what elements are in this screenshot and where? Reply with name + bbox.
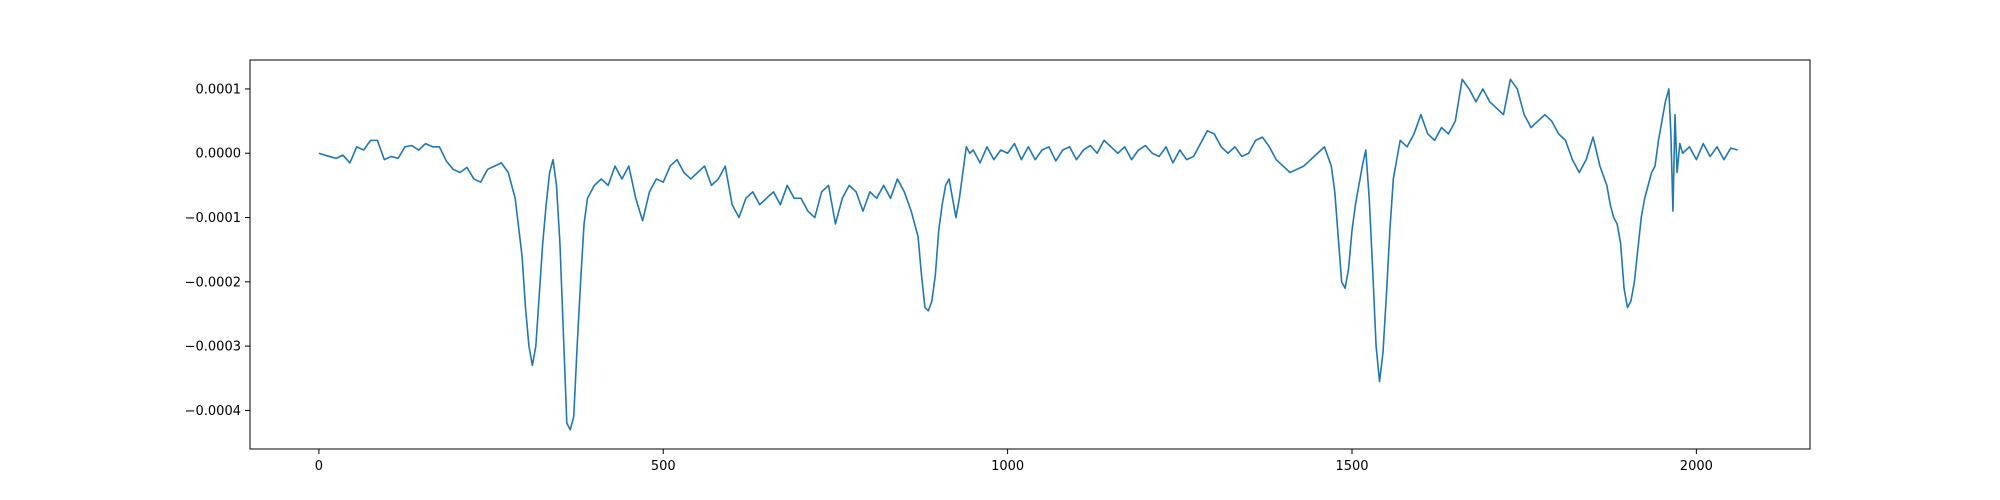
y-tick-label: −0.0004: [185, 404, 241, 419]
plot-frame: [249, 59, 1811, 450]
x-tick-label: 1500: [1335, 459, 1368, 474]
x-tick-label: 0: [315, 459, 323, 474]
series-layer: [318, 78, 1738, 431]
x-tick-label: 500: [651, 459, 676, 474]
y-tick-label: −0.0001: [185, 211, 241, 226]
plot-background: [250, 60, 1810, 449]
y-tick-label: 0.0000: [196, 147, 242, 162]
y-tick-label: −0.0003: [185, 340, 241, 355]
series-line-0: [318, 78, 1738, 431]
y-axis: 0.0001 0.0000 −0.0001 −0.0002 −0.0003 −0.0004: [185, 82, 250, 419]
x-tick-label: 1000: [991, 459, 1024, 474]
y-tick-label: 0.0001: [196, 82, 242, 97]
x-axis: 0 500 1000 1500 2000: [315, 449, 1713, 474]
x-tick-label: 2000: [1680, 459, 1713, 474]
y-tick-label: −0.0002: [185, 275, 241, 290]
